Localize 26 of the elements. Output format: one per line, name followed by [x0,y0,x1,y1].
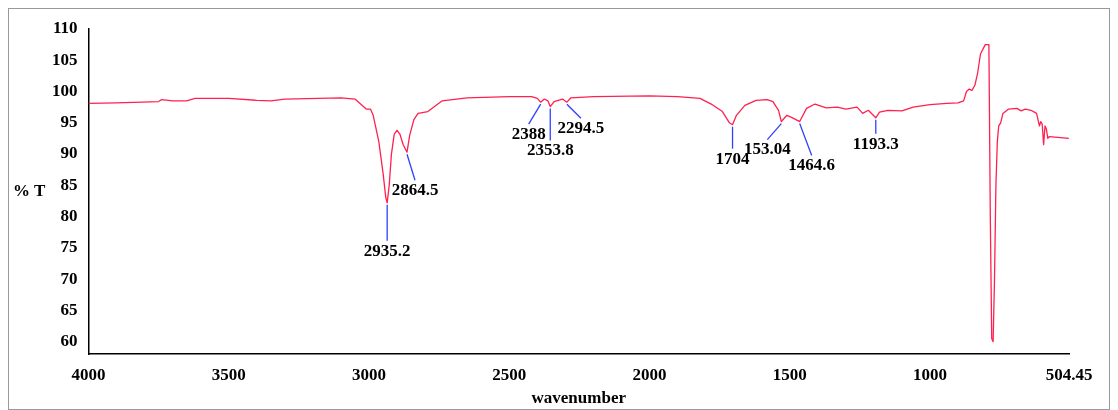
x-tick-label: 1500 [772,364,807,384]
x-tick-label: 2000 [632,364,667,384]
y-tick-label: 100 [52,80,78,100]
y-tick-label: 60 [60,331,78,351]
y-tick-label: 105 [52,49,78,69]
x-axis-title: wavenumber [531,388,627,408]
y-tick-label: 85 [60,174,78,194]
x-tick-label: 2500 [492,364,527,384]
x-tick-label: 4000 [71,364,106,384]
annotation: 2294.5 [557,118,605,138]
y-tick-label: 65 [60,299,78,319]
y-tick-label: 110 [52,18,78,38]
y-axis-title: % T [13,180,46,200]
x-tick-label: 3000 [352,364,386,384]
x-tick-label: 504.45 [1045,364,1093,384]
annotation: 2864.5 [391,180,439,200]
y-tick-label: 95 [60,112,78,132]
y-tick-label: 75 [60,237,78,257]
y-tick-label: 70 [60,268,78,288]
y-tick-label: 80 [60,206,78,226]
annotation: 1193.3 [852,133,899,153]
y-tick-label: 90 [60,143,78,163]
x-tick-label: 1000 [913,364,947,384]
annotation: 1464.6 [788,155,836,175]
x-tick-label: 3500 [211,364,246,384]
annotation: 2935.2 [363,240,411,260]
